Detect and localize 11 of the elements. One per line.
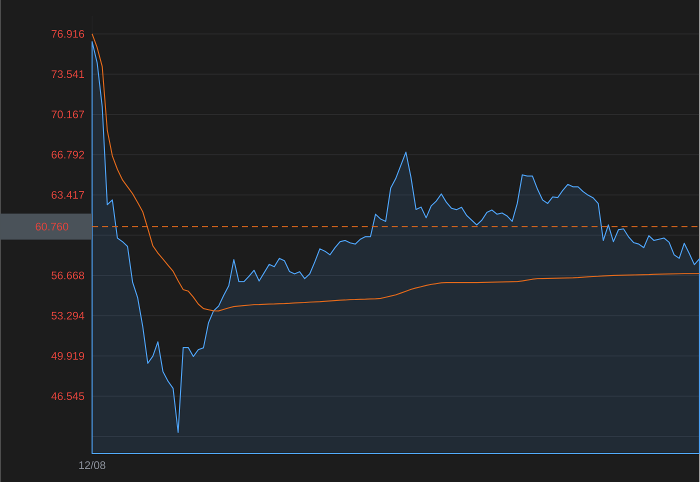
y-tick-label: 56.668 [52,271,84,280]
y-tick-label: 49.919 [51,352,84,360]
y-tick-label: 46.545 [51,392,84,400]
y-tick-label: 73.541 [52,70,84,78]
y-tick-label: 63.417 [52,190,84,199]
y-tick-label: 66.792 [52,150,84,158]
y-tick-label: 53.294 [52,312,84,320]
y-tick-label: 70.167 [52,110,84,118]
x-tick-label: 12/08 [79,460,106,469]
ref-line-label: 60.760 [36,222,68,230]
y-tick-label: 76.916 [52,30,84,38]
